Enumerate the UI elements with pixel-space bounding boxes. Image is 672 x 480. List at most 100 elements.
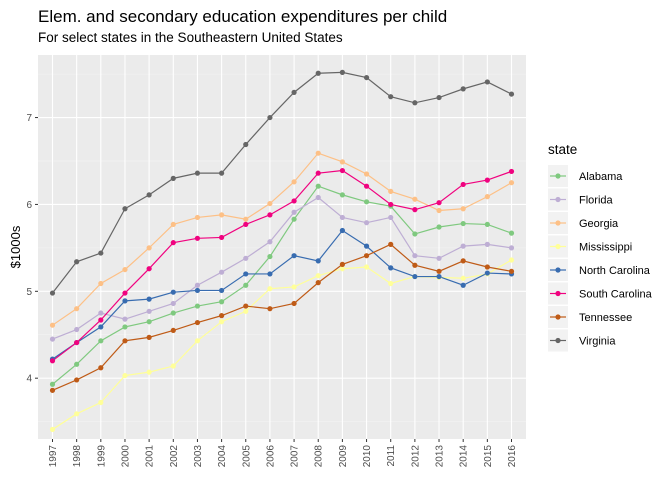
data-point-south-carolina [508,168,515,175]
series-line-virginia [52,71,512,294]
series-line-mississippi [52,259,512,430]
data-point-alabama [460,220,466,227]
data-point-mississippi [339,266,345,272]
x-tick-label: 2016 [507,445,518,468]
data-point-mississippi [98,399,104,406]
data-point-north-carolina [412,273,418,280]
data-point-south-carolina [460,181,466,188]
series-points [49,69,515,433]
legend-label-north-carolina: North Carolina [579,265,651,277]
series-line-florida [52,196,512,340]
data-point-florida [49,336,56,342]
y-axis-title: $1000s [8,225,23,268]
data-point-tennessee [267,306,273,312]
x-tick-label: 2005 [241,445,252,468]
data-point-south-carolina [243,221,249,228]
data-point-georgia [339,159,345,165]
data-point-north-carolina [363,243,370,249]
data-point-florida [122,316,128,322]
data-point-tennessee [98,365,104,371]
y-tick-label: 4 [26,374,32,385]
data-point-south-carolina [388,201,394,208]
legend-key-point [555,290,561,297]
data-point-florida [267,239,273,245]
plot-panel [38,55,526,439]
data-point-florida [484,241,490,247]
data-point-tennessee [170,327,176,334]
data-point-mississippi [194,338,201,344]
data-point-south-carolina [267,212,273,218]
data-point-tennessee [74,377,80,383]
data-point-virginia [74,259,80,265]
data-point-alabama [74,361,80,367]
data-point-virginia [315,70,321,76]
legend-key-point [555,337,561,344]
data-point-alabama [339,192,345,198]
data-point-tennessee [460,258,466,264]
data-point-georgia [98,280,104,287]
series-lines [52,71,512,430]
data-point-south-carolina [339,167,345,174]
data-point-alabama [194,303,201,309]
data-point-alabama [122,324,128,330]
data-point-mississippi [170,363,176,369]
data-point-georgia [243,216,249,222]
x-tick-label: 2004 [217,445,228,468]
x-tick-label: 2010 [362,445,373,468]
y-tick-label: 6 [26,200,32,211]
data-point-florida [146,308,152,314]
data-point-alabama [98,338,104,344]
x-tick-label: 2009 [338,445,349,468]
data-point-georgia [267,200,273,207]
legend-key-point [555,220,561,226]
y-axis: 4 5 6 7 [26,113,38,385]
x-tick-label: 1999 [96,445,107,468]
data-point-tennessee [146,334,152,340]
data-point-virginia [484,79,490,85]
data-point-virginia [460,86,466,92]
data-point-georgia [291,179,297,185]
data-point-georgia [315,150,321,156]
x-tick-label: 2002 [169,445,180,468]
data-point-georgia [508,180,515,186]
data-point-south-carolina [291,198,297,204]
data-point-tennessee [339,261,345,267]
legend-key-point [555,267,561,273]
data-point-south-carolina [146,266,152,272]
data-point-tennessee [388,241,394,247]
data-point-mississippi [49,426,56,433]
data-point-mississippi [146,369,152,375]
data-point-florida [315,194,321,201]
data-point-south-carolina [484,177,490,183]
y-tick-label: 7 [26,113,32,124]
data-point-tennessee [315,280,321,286]
chart-subtitle: For select states in the Southeastern Un… [38,30,343,45]
data-point-virginia [243,141,249,148]
data-point-georgia [49,322,56,328]
data-point-georgia [363,171,370,177]
data-point-georgia [194,214,201,221]
data-point-virginia [49,290,56,296]
data-point-virginia [363,74,370,81]
data-point-north-carolina [388,265,394,271]
data-point-florida [339,214,345,221]
x-tick-label: 1997 [48,445,59,468]
data-point-south-carolina [170,240,176,246]
data-point-tennessee [484,264,490,270]
data-point-tennessee [291,300,297,307]
data-point-mississippi [460,275,466,281]
data-point-north-carolina [98,324,104,330]
data-point-mississippi [508,257,515,263]
data-point-alabama [219,299,225,305]
data-point-north-carolina [315,258,321,264]
data-point-tennessee [436,268,442,274]
data-point-north-carolina [146,296,152,302]
data-point-georgia [484,194,490,200]
data-point-florida [194,282,201,288]
series-line-tennessee [52,243,512,391]
data-point-north-carolina [267,271,273,277]
data-point-virginia [170,175,176,181]
data-point-florida [436,255,442,261]
legend-key-point [555,196,561,203]
